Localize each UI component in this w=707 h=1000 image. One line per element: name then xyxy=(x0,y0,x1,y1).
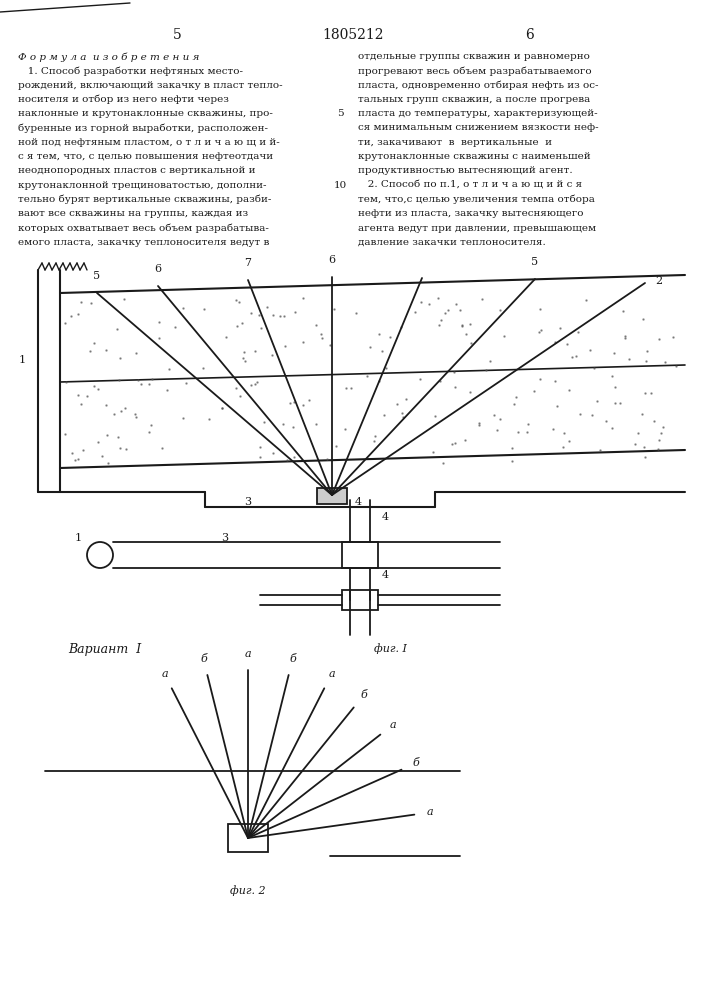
Text: 6: 6 xyxy=(525,28,534,42)
Text: которых охватывает весь объем разрабатыва-: которых охватывает весь объем разрабатыв… xyxy=(18,224,269,233)
Text: 1. Способ разработки нефтяных место-: 1. Способ разработки нефтяных место- xyxy=(18,66,243,76)
Text: Вариант  I: Вариант I xyxy=(68,643,141,656)
Text: емого пласта, закачку теплоносителя ведут в: емого пласта, закачку теплоносителя веду… xyxy=(18,238,269,247)
Text: б: б xyxy=(200,654,207,664)
Text: ти, закачивают  в  вертикальные  и: ти, закачивают в вертикальные и xyxy=(358,138,552,147)
Text: 5: 5 xyxy=(532,257,539,267)
Text: 1805212: 1805212 xyxy=(322,28,384,42)
Text: 6: 6 xyxy=(329,255,336,265)
Text: 3: 3 xyxy=(245,497,252,507)
Text: крутонаклонные скважины с наименьшей: крутонаклонные скважины с наименьшей xyxy=(358,152,590,161)
Text: 6: 6 xyxy=(154,264,162,274)
Text: Ф о р м у л а  и з о б р е т е н и я: Ф о р м у л а и з о б р е т е н и я xyxy=(18,52,199,62)
Text: ной под нефтяным пластом, о т л и ч а ю щ и й-: ной под нефтяным пластом, о т л и ч а ю … xyxy=(18,138,280,147)
Text: нефти из пласта, закачку вытесняющего: нефти из пласта, закачку вытесняющего xyxy=(358,209,583,218)
Text: 4: 4 xyxy=(354,497,361,507)
Text: а: а xyxy=(390,720,397,730)
Text: давление закачки теплоносителя.: давление закачки теплоносителя. xyxy=(358,238,546,247)
Text: б: б xyxy=(413,758,419,768)
Text: агента ведут при давлении, превышающем: агента ведут при давлении, превышающем xyxy=(358,224,596,233)
Text: наклонные и крутонаклонные скважины, про-: наклонные и крутонаклонные скважины, про… xyxy=(18,109,273,118)
Bar xyxy=(342,542,378,568)
Text: тем, что,с целью увеличения темпа отбора: тем, что,с целью увеличения темпа отбора xyxy=(358,195,595,205)
Bar xyxy=(228,824,268,852)
Text: 7: 7 xyxy=(245,258,252,268)
Text: носителя и отбор из него нефти через: носителя и отбор из него нефти через xyxy=(18,95,229,104)
Text: 1: 1 xyxy=(18,355,25,365)
Text: рождений, включающий закачку в пласт тепло-: рождений, включающий закачку в пласт теп… xyxy=(18,81,283,90)
Text: а: а xyxy=(328,669,335,679)
Text: пласта до температуры, характеризующей-: пласта до температуры, характеризующей- xyxy=(358,109,597,118)
Text: 2. Способ по п.1, о т л и ч а ю щ и й с я: 2. Способ по п.1, о т л и ч а ю щ и й с … xyxy=(358,181,582,190)
Text: 4: 4 xyxy=(382,570,389,580)
Text: 5: 5 xyxy=(173,28,182,42)
Text: а: а xyxy=(245,649,251,659)
Text: неоднопородных пластов с вертикальной и: неоднопородных пластов с вертикальной и xyxy=(18,166,255,175)
Text: 5: 5 xyxy=(93,271,100,281)
Text: прогревают весь объем разрабатываемого: прогревают весь объем разрабатываемого xyxy=(358,66,592,76)
Text: крутонаклонной трещиноватостью, дополни-: крутонаклонной трещиноватостью, дополни- xyxy=(18,181,267,190)
Text: продуктивностью вытесняющий агент.: продуктивностью вытесняющий агент. xyxy=(358,166,573,175)
Text: а: а xyxy=(161,669,168,679)
Text: фиг. 2: фиг. 2 xyxy=(230,885,266,896)
Text: тельно бурят вертикальные скважины, разби-: тельно бурят вертикальные скважины, разб… xyxy=(18,195,271,205)
Text: ся минимальным снижением вязкости неф-: ся минимальным снижением вязкости неф- xyxy=(358,123,599,132)
Text: б: б xyxy=(361,690,367,700)
Text: вают все скважины на группы, каждая из: вают все скважины на группы, каждая из xyxy=(18,209,248,218)
Bar xyxy=(317,488,347,504)
Text: тальных групп скважин, а после прогрева: тальных групп скважин, а после прогрева xyxy=(358,95,590,104)
Text: 4: 4 xyxy=(382,512,389,522)
Text: а: а xyxy=(427,807,433,817)
Text: отдельные группы скважин и равномерно: отдельные группы скважин и равномерно xyxy=(358,52,590,61)
Text: фиг. I: фиг. I xyxy=(373,643,407,654)
Text: 2: 2 xyxy=(655,276,662,286)
Bar xyxy=(342,590,378,610)
Text: с я тем, что, с целью повышения нефтеотдачи: с я тем, что, с целью повышения нефтеотд… xyxy=(18,152,273,161)
Text: 5: 5 xyxy=(337,109,344,118)
Text: б: б xyxy=(289,654,296,664)
Text: 10: 10 xyxy=(334,181,346,190)
Text: буренные из горной выработки, расположен-: буренные из горной выработки, расположен… xyxy=(18,123,268,133)
Text: 3: 3 xyxy=(221,533,228,543)
Text: пласта, одновременно отбирая нефть из ос-: пласта, одновременно отбирая нефть из ос… xyxy=(358,81,599,90)
Text: 1: 1 xyxy=(74,533,81,543)
